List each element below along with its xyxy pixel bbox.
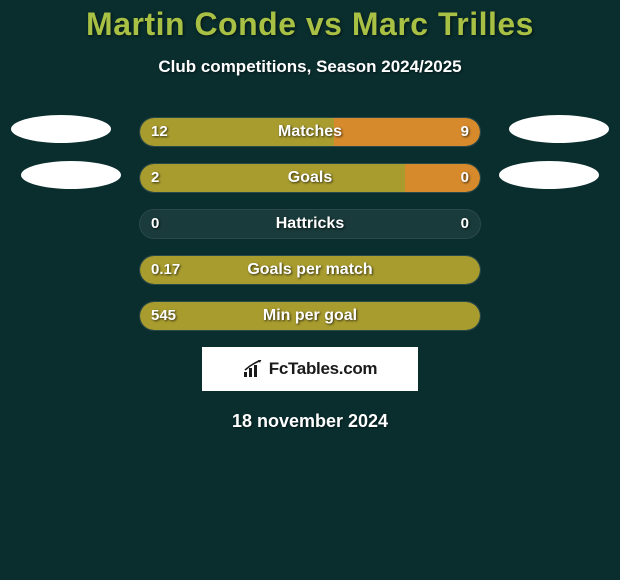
stat-rows: 12 Matches 9 2 Goals 0 0 Hattricks 0 (139, 117, 481, 331)
player-left-marker-2 (21, 161, 121, 189)
page-subtitle: Club competitions, Season 2024/2025 (0, 57, 620, 77)
stat-row: 2 Goals 0 (139, 163, 481, 193)
chart-icon (243, 360, 265, 378)
stat-row: 12 Matches 9 (139, 117, 481, 147)
stat-right-value: 0 (461, 163, 469, 193)
brand-text: FcTables.com (269, 359, 378, 379)
stat-right-value: 0 (461, 209, 469, 239)
brand-inner: FcTables.com (243, 359, 378, 379)
stat-row: 0.17 Goals per match (139, 255, 481, 285)
brand-badge: FcTables.com (202, 347, 418, 391)
stat-label: Matches (139, 117, 481, 147)
comparison-infographic: Martin Conde vs Marc Trilles Club compet… (0, 0, 620, 432)
stat-label: Goals (139, 163, 481, 193)
player-right-marker-1 (509, 115, 609, 143)
stat-row: 545 Min per goal (139, 301, 481, 331)
stat-right-value: 9 (461, 117, 469, 147)
player-left-marker-1 (11, 115, 111, 143)
page-title: Martin Conde vs Marc Trilles (0, 6, 620, 43)
stat-label: Min per goal (139, 301, 481, 331)
stat-label: Hattricks (139, 209, 481, 239)
player-right-marker-2 (499, 161, 599, 189)
stat-row: 0 Hattricks 0 (139, 209, 481, 239)
page-date: 18 november 2024 (0, 411, 620, 432)
stat-label: Goals per match (139, 255, 481, 285)
